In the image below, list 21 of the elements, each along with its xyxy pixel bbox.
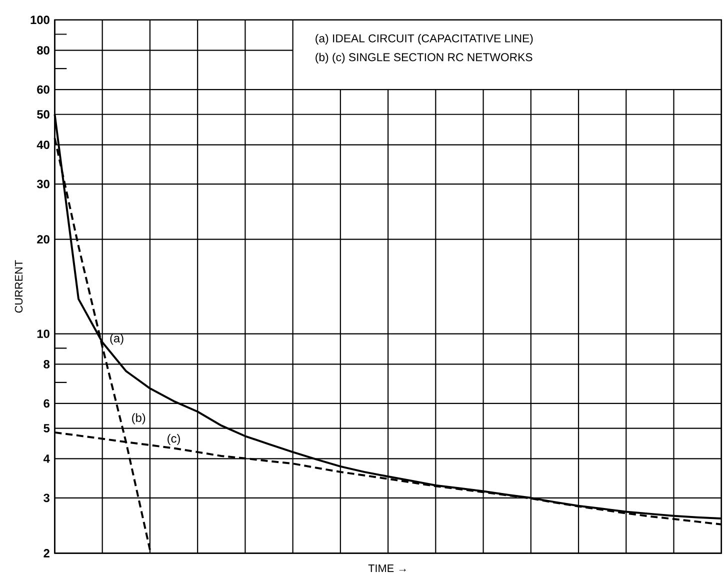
- y-tick-label: 80: [37, 46, 50, 54]
- annotation: (a) IDEAL CIRCUIT (CAPACITATIVE LINE): [316, 34, 533, 45]
- series-label: (a): [110, 334, 124, 345]
- y-tick-label: 6: [44, 399, 50, 408]
- y-tick-label: 50: [37, 110, 50, 119]
- y-tick-label: 10: [37, 330, 50, 338]
- y-tick-label: 4: [43, 454, 50, 463]
- series-label: (c): [168, 434, 180, 445]
- annotation: (b) (c) SINGLE SECTION RC NETWORKS: [316, 52, 532, 64]
- y-axis-title: CURRENT: [14, 260, 23, 313]
- y-tick-label: 40: [36, 140, 50, 149]
- x-axis-title: TIME →: [368, 564, 406, 572]
- y-tick-label: 2: [44, 549, 50, 558]
- y-tick-label: 30: [36, 180, 50, 188]
- y-tick-label: 8: [44, 360, 50, 368]
- series-label: (b): [132, 413, 146, 424]
- y-tick-label: 3: [44, 494, 50, 502]
- y-tick-label: 5: [44, 424, 50, 432]
- y-tick-label: 60: [37, 85, 50, 94]
- y-tick-label: 100: [30, 16, 50, 24]
- y-tick-label: 20: [37, 235, 50, 244]
